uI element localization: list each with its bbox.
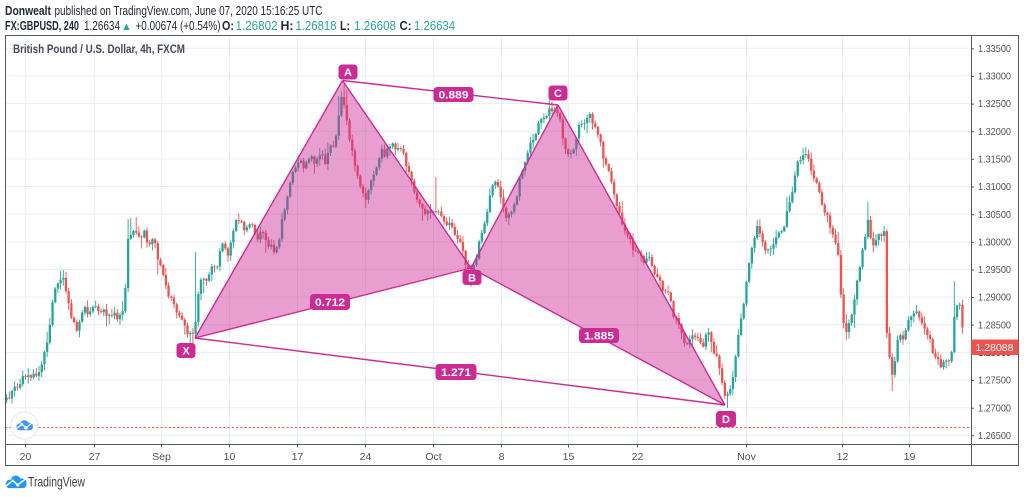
- svg-text:1.31000: 1.31000: [978, 181, 1011, 193]
- svg-text:D: D: [722, 414, 730, 426]
- svg-text:Donwealt: Donwealt: [5, 4, 52, 18]
- svg-text:19: 19: [904, 451, 916, 463]
- svg-text:0.712: 0.712: [315, 297, 345, 309]
- svg-text:15: 15: [563, 451, 575, 463]
- svg-text:1.26802: 1.26802: [236, 19, 278, 33]
- svg-text:1.31500: 1.31500: [978, 154, 1011, 166]
- svg-text:12: 12: [837, 451, 849, 463]
- svg-text:+0.00674 (+0.54%): +0.00674 (+0.54%): [136, 19, 221, 33]
- svg-text:1.29000: 1.29000: [978, 292, 1011, 304]
- svg-text:1.26634: 1.26634: [414, 19, 455, 33]
- svg-text:1.33000: 1.33000: [978, 71, 1011, 83]
- svg-text:1.885: 1.885: [584, 331, 614, 343]
- svg-text:1.28500: 1.28500: [978, 319, 1011, 331]
- svg-text:22: 22: [632, 451, 644, 463]
- svg-text:Oct: Oct: [425, 451, 441, 463]
- svg-text:17: 17: [292, 451, 304, 463]
- svg-text:1.29500: 1.29500: [978, 264, 1011, 276]
- svg-text:1.26818: 1.26818: [296, 19, 337, 33]
- svg-text:O:: O:: [222, 19, 234, 33]
- svg-text:1.32000: 1.32000: [978, 126, 1011, 138]
- svg-text:27: 27: [89, 451, 101, 463]
- svg-text:8: 8: [499, 451, 505, 463]
- svg-text:1.26608: 1.26608: [354, 19, 396, 33]
- svg-text:1.30000: 1.30000: [978, 236, 1011, 248]
- svg-text:Nov: Nov: [737, 451, 756, 463]
- svg-text:24: 24: [360, 451, 372, 463]
- svg-text:C:: C:: [400, 19, 412, 33]
- svg-text:1.26634: 1.26634: [84, 19, 120, 33]
- svg-text:FX:GBPUSD, 240: FX:GBPUSD, 240: [5, 19, 79, 33]
- svg-text:1.27000: 1.27000: [978, 402, 1011, 414]
- svg-text:L:: L:: [340, 19, 350, 33]
- svg-text:1.28088: 1.28088: [976, 342, 1014, 354]
- svg-text:▲: ▲: [121, 21, 132, 33]
- svg-text:0.889: 0.889: [439, 90, 469, 102]
- svg-text:1.27500: 1.27500: [978, 375, 1011, 387]
- svg-text:Sep: Sep: [152, 451, 171, 463]
- svg-text:H:: H:: [281, 19, 294, 33]
- svg-text:1.271: 1.271: [441, 367, 471, 379]
- svg-text:B: B: [468, 273, 476, 285]
- svg-text:British Pound / U.S. Dollar, 4: British Pound / U.S. Dollar, 4h, FXCM: [13, 42, 185, 56]
- svg-text:1.30500: 1.30500: [978, 209, 1011, 221]
- svg-text:published on TradingView.com,: published on TradingView.com, June 07, 2…: [55, 4, 323, 18]
- svg-text:10: 10: [224, 451, 236, 463]
- svg-text:A: A: [344, 67, 352, 79]
- svg-text:C: C: [554, 88, 562, 100]
- svg-text:1.33500: 1.33500: [978, 43, 1011, 55]
- svg-text:TradingView: TradingView: [28, 474, 86, 490]
- svg-text:1.26500: 1.26500: [978, 430, 1011, 442]
- svg-text:X: X: [182, 346, 190, 358]
- svg-text:20: 20: [20, 451, 32, 463]
- svg-text:1.32500: 1.32500: [978, 98, 1011, 110]
